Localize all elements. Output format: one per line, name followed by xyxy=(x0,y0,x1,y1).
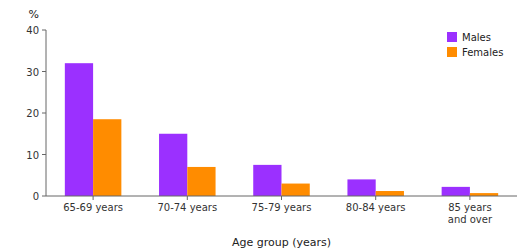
y-tick-label: 0 xyxy=(33,191,39,202)
x-tick xyxy=(281,196,282,200)
x-tick-label: 70-74 years xyxy=(157,202,217,213)
x-tick xyxy=(375,196,376,200)
y-tick xyxy=(42,154,46,155)
y-tick xyxy=(42,30,46,31)
x-tick xyxy=(93,196,94,200)
x-tick-label-line: 65-69 years xyxy=(63,202,123,213)
x-tick-label-line: 80-84 years xyxy=(346,202,406,213)
bar xyxy=(187,167,215,196)
bar xyxy=(253,165,281,196)
y-axis-label: % xyxy=(29,8,39,21)
legend-swatch xyxy=(447,47,457,57)
x-tick-label-line: and over xyxy=(448,214,493,225)
y-axis xyxy=(46,30,47,196)
bar xyxy=(93,119,121,196)
x-tick xyxy=(469,196,470,200)
x-tick-label: 65-69 years xyxy=(63,202,123,213)
y-tick-label: 40 xyxy=(26,25,39,36)
x-tick-label: 80-84 years xyxy=(346,202,406,213)
y-tick xyxy=(42,71,46,72)
x-tick-label-line: 75-79 years xyxy=(252,202,312,213)
legend-swatch xyxy=(447,32,457,42)
bar xyxy=(282,184,310,196)
bar xyxy=(347,179,375,196)
bar xyxy=(442,187,470,196)
legend: Males Females xyxy=(447,32,503,58)
y-tick-label: 20 xyxy=(26,108,39,119)
y-tick xyxy=(42,113,46,114)
y-tick-label: 30 xyxy=(26,67,39,78)
x-axis-label: Age group (years) xyxy=(232,236,331,249)
y-tick xyxy=(42,196,46,197)
x-tick-label: 75-79 years xyxy=(252,202,312,213)
x-tick-label-line: 85 years xyxy=(448,202,491,213)
legend-label: Females xyxy=(462,47,503,58)
x-tick-label: 85 yearsand over xyxy=(448,202,493,225)
bar xyxy=(159,134,187,196)
bars xyxy=(65,63,498,196)
bar xyxy=(65,63,93,196)
legend-label: Males xyxy=(462,32,491,43)
x-tick xyxy=(187,196,188,200)
x-tick-label-line: 70-74 years xyxy=(157,202,217,213)
y-tick-label: 10 xyxy=(26,150,39,161)
bar xyxy=(376,191,404,196)
chart: 0 10 20 30 40 65-69 years 70-74 years 75-79 yea… xyxy=(0,0,529,252)
